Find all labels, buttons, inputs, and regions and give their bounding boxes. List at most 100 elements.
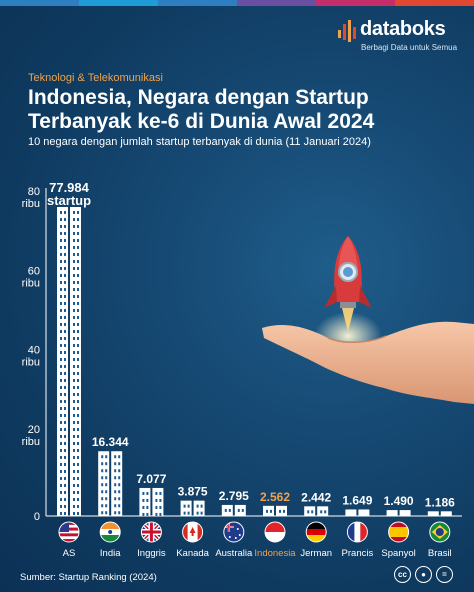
bar-window [73,385,75,389]
bar-window [60,336,62,340]
bar-window [311,510,314,514]
france-flag-icon [346,521,368,543]
bar-window [60,231,62,235]
bar-window [77,259,79,263]
bar [345,509,357,516]
bar-window [64,238,66,242]
databoks-logo[interactable]: databoks Berbagi Data untuk Semua [338,18,464,58]
bar-window [105,511,108,515]
bar-window [73,462,75,466]
bar-window [196,504,199,508]
bar-window [105,483,108,487]
data-label: 3.875 [178,485,208,499]
bar-window [77,315,79,319]
bar-window [73,427,75,431]
bar-window [142,512,145,516]
bar-window [73,476,75,480]
bar-window [114,462,117,466]
y-tick-label: ribu [22,357,40,369]
by-icon: ● [415,566,432,583]
bar-window [77,273,79,277]
bar-window [73,210,75,214]
bar-window [283,509,285,513]
bar-window [73,420,75,424]
bar-window [118,455,121,459]
cc-icon: cc [394,566,411,583]
bar-window [64,252,66,256]
bar-window [60,413,62,417]
bar-window [73,350,75,354]
bar-window [77,294,79,298]
indonesia-flag-icon [264,521,286,543]
bar-window [60,490,62,494]
bar-window [60,217,62,221]
brand-stripe [0,0,474,6]
bar-window [73,217,75,221]
bar-window [101,497,104,501]
bar-window [187,504,190,508]
bar-window [64,224,66,228]
bar-window [146,505,149,509]
bar-window [64,280,66,284]
bar [399,510,411,516]
bar-window [73,413,75,417]
bar-window [73,497,75,501]
india-flag-icon [99,521,121,543]
bar-window [101,511,104,515]
bar-window [73,259,75,263]
bar-window [60,462,62,466]
data-label: 1.649 [342,493,372,507]
bar-window [77,392,79,396]
bar-window [324,510,327,514]
bar-window [187,511,190,515]
data-label: 1.186 [425,495,455,509]
bar-window [73,441,75,445]
bar-window [155,512,158,516]
bar-window [60,448,62,452]
bar-window [73,252,75,256]
bar [358,509,370,516]
bar-window [60,329,62,333]
brazil-flag-icon [429,521,451,543]
bar-window [146,491,149,495]
bar-window [118,490,121,494]
bar [304,506,316,516]
bar-window [60,280,62,284]
bar-window [159,512,162,516]
bar [193,500,205,516]
rocket-icon [324,236,372,332]
bar-window [64,301,66,305]
y-tick-label: 20 [28,424,40,436]
bar-window [73,245,75,249]
hand-rocket-illustration [262,236,474,404]
data-label: 7.077 [136,472,166,486]
bar-window [77,245,79,249]
bar-window [64,455,66,459]
bar-window [77,511,79,515]
brand-name: databoks [360,18,446,40]
brand-stripe-segment [395,0,474,6]
australia-flag-icon [223,521,245,543]
bar-window [73,406,75,410]
bar-window [73,364,75,368]
category-label: Inggris [137,548,166,559]
bar-window [73,273,75,277]
bar-window [73,371,75,375]
bar-window [60,210,62,214]
bar-window [73,343,75,347]
bar [386,510,398,516]
brand-tagline: Berbagi Data untuk Semua [361,43,458,52]
bar-window [60,252,62,256]
bar-window [77,413,79,417]
bar [111,451,123,516]
bar-window [64,427,66,431]
brand-stripe-segment [158,0,237,6]
bar-window [101,490,104,494]
bar-window [73,336,75,340]
bar-window [146,498,149,502]
y-tick-label: 80 [28,186,40,198]
bar-window [114,504,117,508]
uk-flag-icon [140,521,162,543]
bar-window [77,371,79,375]
